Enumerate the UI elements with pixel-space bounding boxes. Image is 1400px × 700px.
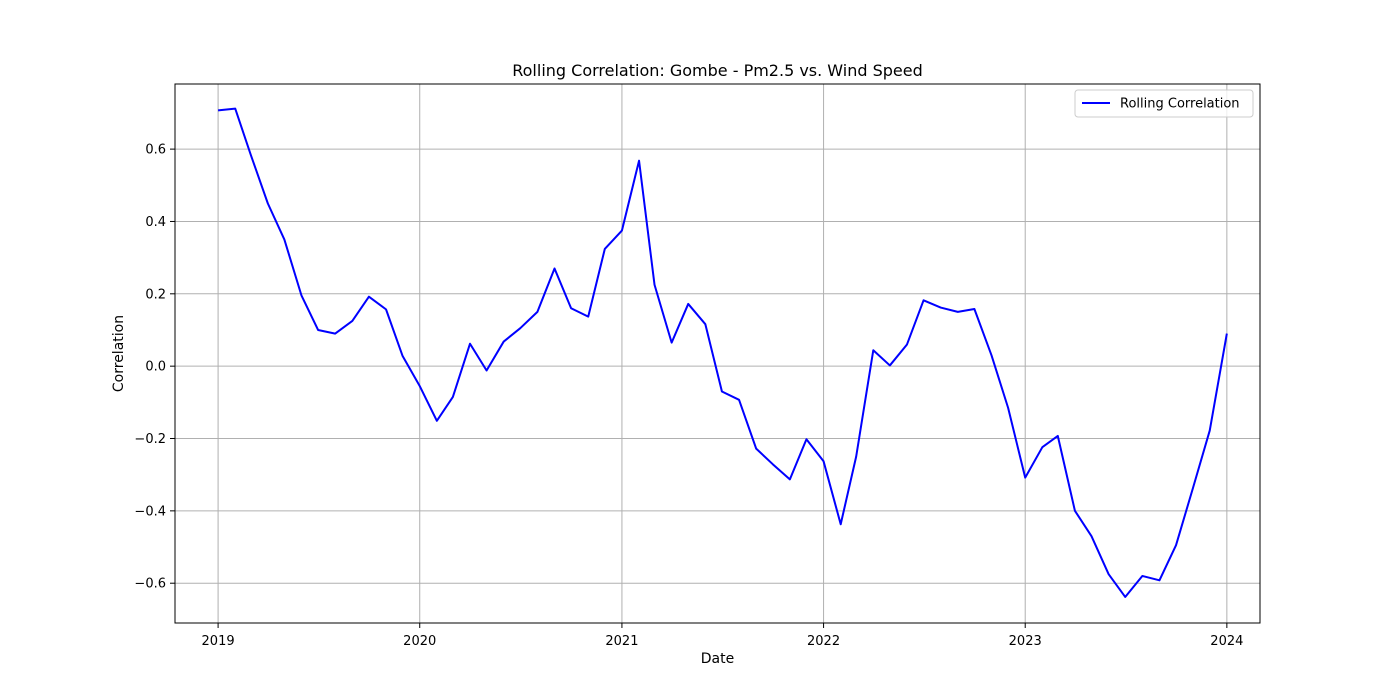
x-tick-label: 2021	[605, 634, 638, 649]
legend-entry: Rolling Correlation	[1120, 97, 1240, 112]
x-axis: 2019 2020 2021 2022 2023 2024	[202, 623, 1243, 649]
chart-title: Rolling Correlation: Gombe - Pm2.5 vs. W…	[512, 61, 923, 80]
y-tick-label: −0.2	[134, 432, 166, 447]
y-tick-label: −0.4	[134, 504, 166, 519]
x-tick-label: 2019	[202, 634, 235, 649]
series-line	[217, 107, 1228, 598]
x-tick-label: 2023	[1009, 634, 1042, 649]
y-axis: −0.6 −0.4 −0.2 0.0 0.2 0.4 0.6	[134, 143, 175, 592]
x-tick-label: 2020	[403, 634, 436, 649]
series-layer	[217, 107, 1228, 598]
y-tick-label: 0.6	[145, 143, 166, 158]
y-tick-label: 0.2	[145, 287, 166, 302]
plot-frame	[174, 83, 1261, 624]
x-axis-label: Date	[701, 651, 734, 667]
y-tick-label: 0.0	[145, 360, 166, 375]
legend: Rolling Correlation	[1074, 89, 1254, 118]
x-tick-label: 2022	[807, 634, 840, 649]
y-axis-label: Correlation	[111, 315, 127, 392]
y-tick-label: −0.6	[134, 577, 166, 592]
x-tick-label: 2024	[1210, 634, 1243, 649]
y-tick-label: 0.4	[145, 215, 166, 230]
grid	[175, 84, 1260, 623]
legend-box	[1074, 89, 1254, 118]
